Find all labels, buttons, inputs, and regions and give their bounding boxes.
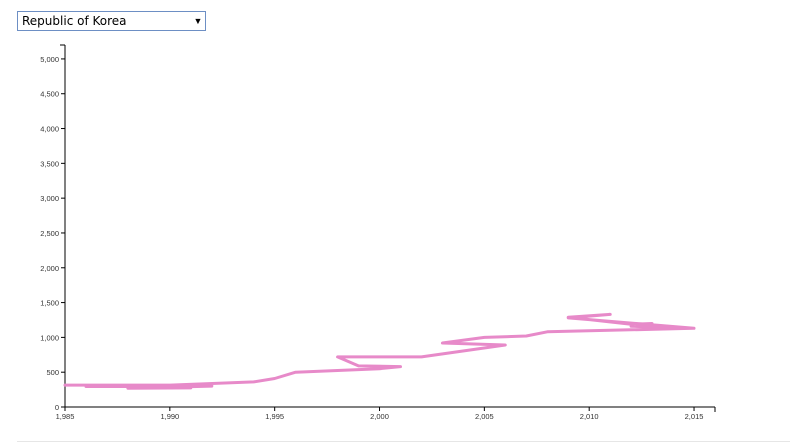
- y-tick-label: 4,500: [40, 90, 59, 99]
- x-axis: 1,985 1,990 1,995 2,000 2,005 2,010 2,015: [56, 406, 716, 421]
- x-tick-label: 1,985: [56, 412, 75, 421]
- y-tick-label: 1,000: [40, 333, 59, 342]
- x-tick-label: 2,000: [370, 412, 389, 421]
- x-tick-label: 1,990: [160, 412, 179, 421]
- y-tick-label: 3,000: [40, 194, 59, 203]
- x-tick-label: 2,015: [685, 412, 704, 421]
- y-tick-label: 2,500: [40, 229, 59, 238]
- x-tick-label: 1,995: [265, 412, 284, 421]
- y-axis: 0 500 1,000 1,500 2,000 2,500 3,000 3,500 4,000 4…: [40, 44, 66, 412]
- x-tick-label: 2,010: [580, 412, 599, 421]
- series-layer: [63, 312, 696, 390]
- y-tick-label: 5,000: [40, 55, 59, 64]
- y-tick-label: 500: [46, 368, 59, 377]
- y-tick-label: 0: [55, 403, 59, 412]
- country-select[interactable]: Republic of Korea ▼: [17, 11, 206, 31]
- y-tick-label: 2,000: [40, 264, 59, 273]
- triangle-down-icon: ▼: [193, 16, 203, 26]
- y-tick-label: 3,500: [40, 159, 59, 168]
- country-select-value: Republic of Korea: [22, 14, 127, 28]
- x-tick-label: 2,005: [475, 412, 494, 421]
- y-tick-label: 1,500: [40, 299, 59, 308]
- y-tick-label: 4,000: [40, 125, 59, 134]
- divider: [17, 441, 790, 442]
- series-line: [63, 312, 696, 390]
